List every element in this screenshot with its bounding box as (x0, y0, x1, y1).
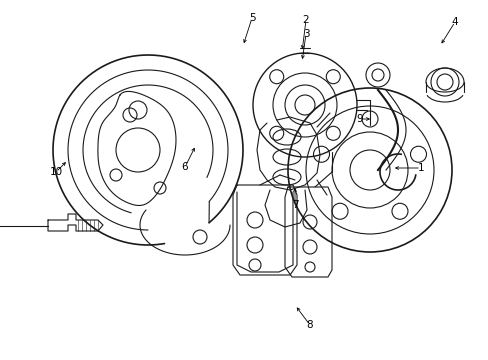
Text: 3: 3 (302, 29, 309, 39)
Text: 2: 2 (302, 15, 309, 25)
Text: 8: 8 (306, 320, 313, 330)
Text: 5: 5 (248, 13, 255, 23)
Text: 1: 1 (417, 163, 424, 173)
Text: 4: 4 (451, 17, 457, 27)
Text: 6: 6 (182, 162, 188, 172)
Text: 9: 9 (356, 114, 363, 124)
Text: 7: 7 (291, 200, 298, 210)
Text: 10: 10 (49, 167, 62, 177)
